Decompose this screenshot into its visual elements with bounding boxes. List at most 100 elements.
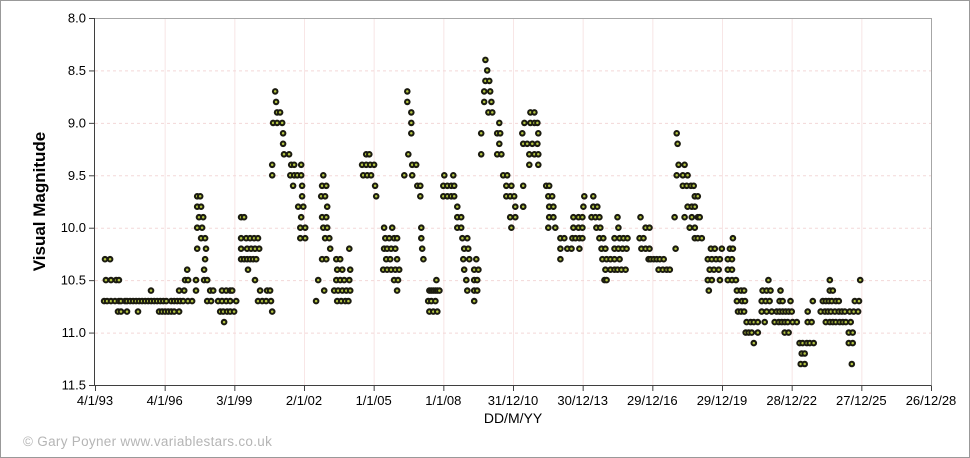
data-point-core <box>790 310 793 313</box>
data-point-core <box>690 215 694 219</box>
data-point-core <box>194 289 198 292</box>
data-point-core <box>572 215 575 219</box>
data-point-core <box>420 236 423 240</box>
data-point-core <box>360 163 364 167</box>
data-point-core <box>257 247 261 250</box>
data-point-core <box>806 310 809 313</box>
data-point-core <box>536 121 539 125</box>
data-point-core <box>322 226 325 229</box>
data-point-core <box>172 310 176 313</box>
data-point-core <box>300 195 304 198</box>
data-point-core <box>850 362 854 366</box>
data-point-core <box>452 184 456 188</box>
data-point-core <box>791 320 794 324</box>
data-point-core <box>281 132 285 135</box>
data-point-core <box>446 184 449 188</box>
data-point-core <box>718 278 722 282</box>
data-point-core <box>292 163 296 167</box>
data-point-core <box>268 289 272 292</box>
data-point-core <box>490 100 493 104</box>
data-point-core <box>852 310 855 313</box>
data-point-core <box>756 331 760 334</box>
data-point-core <box>296 174 299 177</box>
data-point-core <box>765 289 768 292</box>
data-point-core <box>338 257 342 261</box>
data-point-core <box>239 247 243 250</box>
data-point-core <box>410 132 413 135</box>
data-point-core <box>761 289 764 292</box>
x-axis-title: DD/M/YY <box>484 410 543 426</box>
data-point-core <box>734 278 738 282</box>
copyright-text: © Gary Poyner www.variablestars.co.uk <box>23 434 273 449</box>
data-point-core <box>848 310 851 313</box>
data-point-core <box>104 278 108 282</box>
data-point-core <box>831 289 835 292</box>
data-point-core <box>528 163 531 167</box>
x-tick-label: 1/1/08 <box>425 393 461 408</box>
y-tick-label: 9.0 <box>68 115 86 130</box>
data-point-core <box>341 289 344 292</box>
data-point-core <box>529 111 532 114</box>
data-point-core <box>533 153 536 156</box>
data-point-core <box>488 79 491 83</box>
data-point-core <box>456 205 459 208</box>
y-tick-label: 10.0 <box>61 220 86 235</box>
data-point-core <box>604 268 607 271</box>
data-point-core <box>234 299 238 303</box>
data-point-core <box>830 299 834 303</box>
data-point-core <box>249 247 253 250</box>
data-point-core <box>657 268 660 271</box>
data-point-core <box>590 215 593 219</box>
x-tick-label: 29/12/19 <box>697 393 748 408</box>
data-point-core <box>248 236 252 240</box>
data-point-core <box>698 215 701 219</box>
data-point-core <box>420 226 423 229</box>
data-point-core <box>677 163 680 167</box>
data-point-core <box>847 341 851 345</box>
data-point-core <box>361 174 365 177</box>
data-point-core <box>199 205 203 208</box>
data-point-core <box>322 174 325 177</box>
x-tick-label: 4/1/93 <box>77 393 113 408</box>
data-point-core <box>462 257 465 261</box>
data-point-core <box>730 257 734 261</box>
data-point-core <box>686 174 689 177</box>
data-point-core <box>364 163 368 167</box>
data-point-core <box>403 174 406 177</box>
data-point-core <box>537 132 540 135</box>
data-point-core <box>299 236 302 240</box>
data-point-core <box>347 299 350 303</box>
data-point-core <box>829 310 833 313</box>
data-point-core <box>479 153 483 156</box>
data-point-core <box>325 257 328 261</box>
data-point-core <box>348 247 351 250</box>
data-point-core <box>613 236 616 240</box>
data-point-core <box>136 310 140 313</box>
data-point-core <box>743 299 747 303</box>
data-point-core <box>745 320 748 324</box>
data-point-core <box>617 226 620 229</box>
x-tick-label: 4/1/96 <box>147 393 183 408</box>
data-point-core <box>338 278 342 282</box>
data-point-core <box>644 226 647 229</box>
data-point-core <box>843 310 847 313</box>
data-point-core <box>382 226 386 229</box>
data-point-core <box>165 299 168 303</box>
data-point-core <box>387 236 391 240</box>
data-point-core <box>510 226 513 229</box>
data-point-core <box>514 205 517 208</box>
data-point-core <box>592 195 595 198</box>
data-point-core <box>552 205 555 208</box>
data-point-core <box>726 257 730 261</box>
data-point-core <box>264 299 268 303</box>
data-point-core <box>204 247 208 250</box>
data-point-core <box>221 310 225 313</box>
data-point-core <box>683 163 686 167</box>
data-point-core <box>674 247 677 250</box>
data-point-core <box>269 299 273 303</box>
data-point-core <box>834 320 838 324</box>
data-point-core <box>811 299 815 303</box>
data-point-core <box>239 236 243 240</box>
data-point-core <box>182 289 186 292</box>
data-point-core <box>484 79 487 83</box>
